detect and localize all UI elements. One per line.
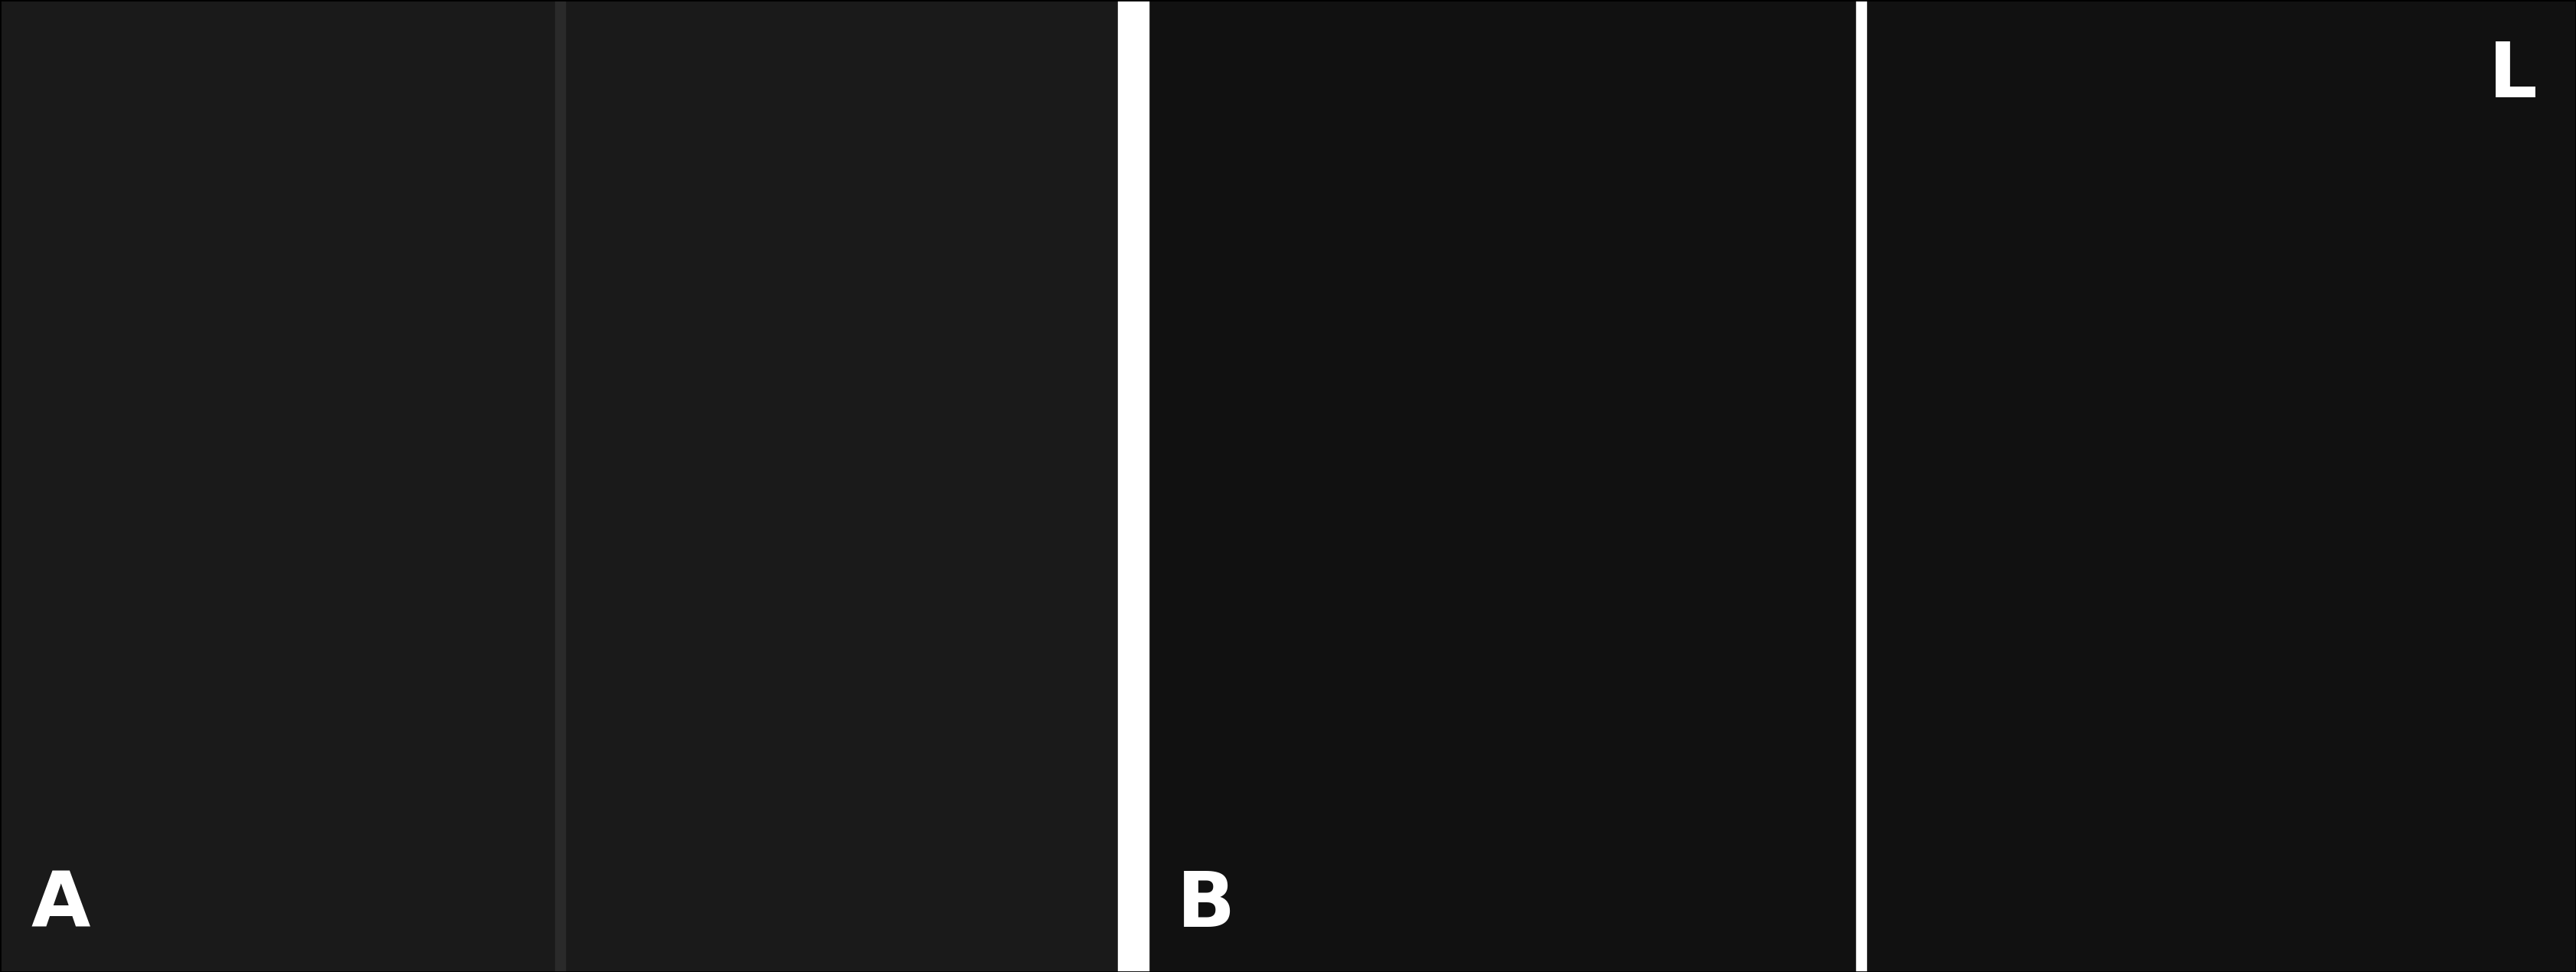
Bar: [1118, 0, 1149, 972]
Bar: [1146, 0, 2576, 972]
Text: A: A: [31, 869, 90, 943]
Bar: [1855, 0, 1865, 972]
Text: L: L: [2488, 39, 2537, 113]
Bar: [0, 0, 1121, 972]
Text: B: B: [1177, 869, 1236, 943]
Bar: [554, 0, 567, 972]
